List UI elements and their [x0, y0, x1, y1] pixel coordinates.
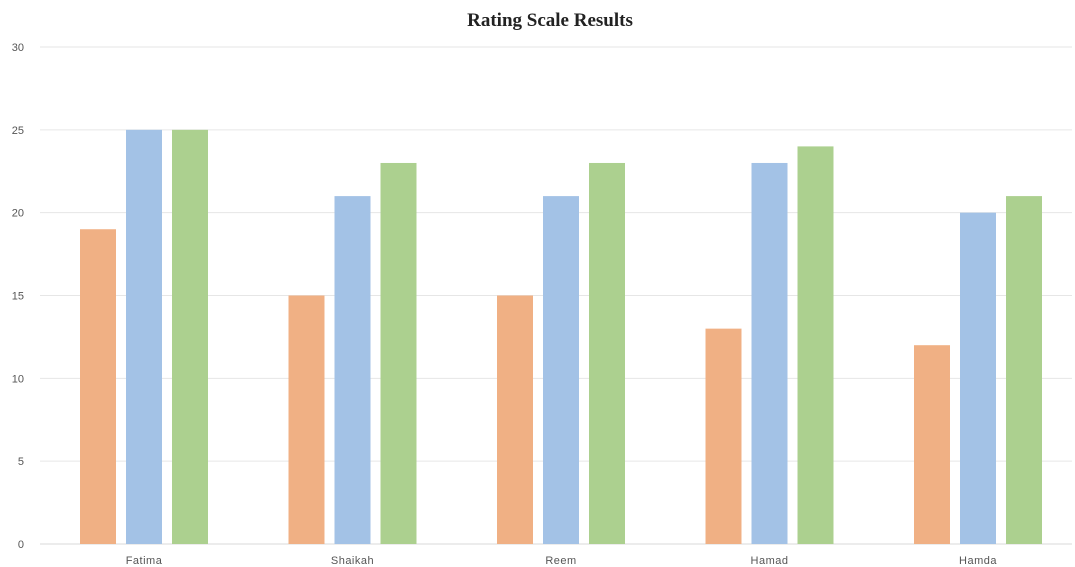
- bar-shaikah-series-3: [380, 162, 417, 544]
- bar-reem-series-3: [589, 162, 625, 544]
- bar-fatima-series-1: [80, 229, 116, 544]
- bar-reem-series-1: [497, 295, 533, 544]
- y-tick-label: 5: [18, 456, 24, 468]
- bar-reem-series-2: [543, 196, 579, 544]
- bar-fatima-series-2: [126, 129, 162, 545]
- bar-hamda-series-3: [1006, 196, 1042, 544]
- bar-hamda-series-2: [960, 212, 996, 544]
- bar-hamda-series-1: [914, 345, 950, 544]
- y-tick-label: 15: [12, 291, 24, 303]
- bar-hamad-series-3: [797, 146, 834, 544]
- bar-fatima-series-3: [172, 129, 208, 545]
- x-category-label: Hamda: [959, 555, 997, 567]
- x-axis-categories: Fatima Shaikah Reem Hamad Hamda: [126, 555, 997, 567]
- y-tick-label: 20: [12, 208, 24, 220]
- x-category-label: Hamad: [751, 555, 789, 567]
- y-tick-label: 30: [12, 42, 24, 54]
- bar-hamad-series-1: [705, 328, 742, 544]
- y-tick-label: 0: [18, 539, 24, 551]
- bars: [80, 129, 1042, 545]
- y-tick-label: 25: [12, 125, 24, 137]
- chart-title: Rating Scale Results: [467, 10, 633, 31]
- x-category-label: Shaikah: [331, 555, 374, 567]
- bar-shaikah-series-2: [334, 196, 371, 544]
- bar-shaikah-series-1: [288, 295, 325, 544]
- bar-hamad-series-2: [751, 162, 788, 544]
- x-category-label: Reem: [545, 555, 576, 567]
- x-category-label: Fatima: [126, 555, 163, 567]
- y-axis-ticks: 0 5 10 15 20 25 30: [12, 42, 24, 551]
- y-tick-label: 10: [12, 373, 24, 385]
